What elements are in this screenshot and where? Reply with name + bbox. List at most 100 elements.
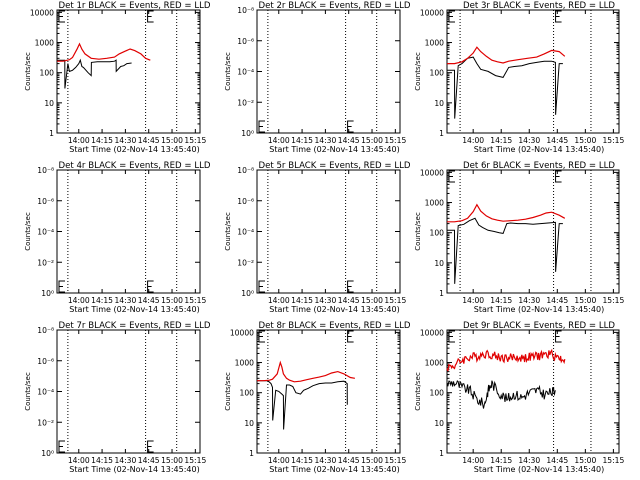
y-tick-label: 1000: [235, 359, 254, 368]
y-axis-label: Counts/sec: [224, 212, 232, 251]
x-axis-label: Start Time (02-Nov-14 13:45:40): [474, 305, 604, 314]
corner-bracket-mark: [147, 440, 154, 453]
y-tick-label: 100: [40, 69, 55, 78]
plot-frame: [56, 9, 201, 134]
x-axis-label: Start Time (02-Nov-14 13:45:40): [69, 465, 199, 474]
y-tick-label: 10⁻⁶: [237, 197, 254, 206]
plot-frame: [256, 9, 401, 134]
y-tick-label: 10: [434, 419, 444, 428]
x-tick-label: 15:00: [574, 296, 596, 305]
y-tick-label: 10⁻⁴: [237, 68, 254, 77]
x-tick-label: 14:45: [546, 456, 568, 465]
y-tick-label: 10⁰: [41, 289, 54, 298]
corner-bracket-mark: [147, 10, 154, 23]
panel-title: Det 3r BLACK = Events, RED = LLD: [463, 1, 615, 11]
panel-title: Det 8r BLACK = Events, RED = LLD: [258, 321, 410, 331]
y-tick-label: 1000: [35, 39, 54, 48]
x-tick-label: 14:00: [462, 136, 484, 145]
x-tick-label: 15:00: [361, 456, 383, 465]
y-tick-label: 10: [244, 419, 254, 428]
y-tick-label: 1000: [425, 199, 444, 208]
x-tick-label: 14:00: [268, 456, 290, 465]
events-series-line: [57, 58, 132, 89]
corner-bracket-mark: [147, 280, 154, 293]
corner-bracket-mark: [258, 120, 265, 133]
plot-frame: [446, 329, 620, 454]
y-tick-label: 10⁻²: [237, 258, 254, 267]
x-tick-label: 14:15: [291, 136, 313, 145]
y-tick-label: 100: [430, 229, 445, 238]
y-tick-label: 1: [439, 289, 444, 298]
y-tick-label: 10⁻²: [237, 98, 254, 107]
x-tick-label: 14:00: [268, 136, 290, 145]
corner-bracket-mark: [347, 280, 354, 293]
lld-series-line: [57, 42, 151, 62]
corner-bracket-mark: [347, 330, 354, 343]
corner-bracket-mark: [555, 330, 562, 343]
panel-det-6: Det 6r BLACK = Events, RED = LLD 14:00 14:…: [414, 161, 624, 314]
y-tick-label: 1000: [425, 359, 444, 368]
x-tick-label: 14:30: [518, 136, 540, 145]
x-axis-label: Start Time (02-Nov-14 13:45:40): [474, 465, 604, 474]
y-tick-label: 10000: [30, 8, 54, 17]
x-tick-label: 15:15: [184, 136, 206, 145]
x-axis-label: Start Time (02-Nov-14 13:45:40): [269, 465, 399, 474]
y-axis-label: Counts/sec: [414, 372, 422, 411]
y-tick-label: 10⁻⁴: [37, 388, 54, 397]
y-tick-label: 10⁻⁸: [37, 326, 54, 335]
x-tick-label: 14:30: [314, 296, 336, 305]
x-tick-label: 15:00: [161, 456, 183, 465]
x-tick-label: 14:45: [138, 456, 160, 465]
panel-det-3: Det 3r BLACK = Events, RED = LLD 14:00 14:…: [414, 1, 624, 154]
x-tick-label: 14:00: [462, 296, 484, 305]
events-series-line: [257, 380, 348, 430]
y-tick-label: 100: [240, 389, 255, 398]
y-axis-label: Counts/sec: [24, 372, 32, 411]
y-tick-label: 100: [430, 69, 445, 78]
x-axis-label: Start Time (02-Nov-14 13:45:40): [69, 145, 199, 154]
corner-bracket-mark: [58, 280, 65, 293]
y-tick-label: 1: [439, 129, 444, 138]
y-tick-label: 10⁻⁶: [37, 357, 54, 366]
panel-title: Det 7r BLACK = Events, RED = LLD: [58, 321, 210, 331]
panel-title: Det 2r BLACK = Events, RED = LLD: [258, 1, 410, 11]
plot-frame: [446, 9, 620, 134]
x-tick-label: 14:45: [546, 136, 568, 145]
x-axis-label: Start Time (02-Nov-14 13:45:40): [69, 305, 199, 314]
x-tick-label: 14:00: [268, 296, 290, 305]
x-axis-label: Start Time (02-Nov-14 13:45:40): [269, 305, 399, 314]
x-tick-label: 14:30: [114, 456, 136, 465]
x-tick-label: 14:00: [68, 136, 90, 145]
panel-title: Det 9r BLACK = Events, RED = LLD: [463, 321, 615, 331]
corner-bracket-mark: [448, 330, 455, 343]
y-tick-label: 1000: [425, 39, 444, 48]
x-tick-label: 14:45: [338, 296, 360, 305]
y-tick-label: 10⁰: [41, 449, 54, 458]
y-tick-label: 10⁻²: [37, 258, 54, 267]
x-tick-label: 14:15: [490, 296, 512, 305]
x-tick-label: 15:00: [574, 456, 596, 465]
y-axis-label: Counts/sec: [24, 52, 32, 91]
x-tick-label: 14:15: [291, 456, 313, 465]
corner-bracket-mark: [555, 10, 562, 23]
x-tick-label: 14:30: [114, 296, 136, 305]
x-axis-label: Start Time (02-Nov-14 13:45:40): [269, 145, 399, 154]
x-tick-label: 15:00: [361, 296, 383, 305]
x-tick-label: 14:30: [114, 136, 136, 145]
x-tick-label: 15:00: [161, 296, 183, 305]
plot-frame: [256, 169, 401, 294]
x-tick-label: 15:15: [184, 456, 206, 465]
x-tick-label: 15:15: [184, 296, 206, 305]
y-axis-label: Counts/sec: [224, 52, 232, 91]
panel-title: Det 1r BLACK = Events, RED = LLD: [58, 1, 210, 11]
lld-series-line: [257, 360, 356, 383]
y-tick-label: 10000: [420, 328, 444, 337]
y-tick-label: 10: [44, 99, 54, 108]
x-tick-label: 14:00: [462, 456, 484, 465]
x-tick-label: 14:45: [338, 136, 360, 145]
x-tick-label: 14:30: [518, 456, 540, 465]
x-tick-label: 14:30: [314, 456, 336, 465]
